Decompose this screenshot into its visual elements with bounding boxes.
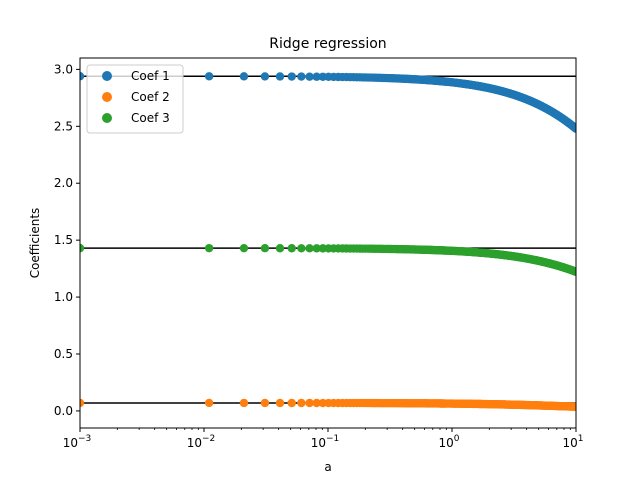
point-coef-3 xyxy=(297,244,306,253)
point-coef-3 xyxy=(239,243,249,253)
legend-label-coef-2: Coef 2 xyxy=(131,90,170,104)
data-points xyxy=(80,72,576,411)
point-coef-2 xyxy=(571,402,576,411)
point-coef-1 xyxy=(571,124,576,133)
y-tick-label: 2.0 xyxy=(54,176,73,190)
legend-label-coef-1: Coef 1 xyxy=(131,69,170,83)
x-tick-label: 100 xyxy=(438,434,459,450)
x-axis-label: a xyxy=(324,460,331,474)
y-axis-label: Coefficients xyxy=(28,208,42,279)
y-axis: 0.0 0.5 1.0 1.5 2.0 2.5 3.0 xyxy=(54,62,80,418)
chart-title: Ridge regression xyxy=(269,36,386,52)
point-coef-3 xyxy=(275,244,285,253)
x-tick-label: 10−2 xyxy=(187,434,216,450)
point-coef-1 xyxy=(297,72,306,81)
point-coef-2 xyxy=(305,398,314,408)
point-coef-3 xyxy=(312,244,321,253)
y-tick-label: 0.0 xyxy=(54,404,73,418)
point-coef-2 xyxy=(204,398,214,408)
point-coef-1 xyxy=(239,72,249,81)
legend-marker-coef-3 xyxy=(102,113,112,123)
legend-label-coef-3: Coef 3 xyxy=(131,111,170,125)
point-coef-1 xyxy=(275,72,285,81)
y-tick-label: 0.5 xyxy=(54,347,73,361)
y-tick-label: 2.5 xyxy=(54,119,73,133)
x-axis: 10−3 10−2 10−1 100 101 xyxy=(63,428,584,450)
y-tick-label: 1.0 xyxy=(54,290,73,304)
point-coef-2 xyxy=(80,398,85,408)
legend-marker-coef-2 xyxy=(102,92,112,102)
point-coef-2 xyxy=(275,398,285,408)
point-coef-2 xyxy=(239,398,249,408)
point-coef-1 xyxy=(80,72,85,81)
point-coef-2 xyxy=(260,398,270,408)
point-coef-3 xyxy=(260,244,270,253)
point-coef-2 xyxy=(297,398,306,408)
legend: Coef 1 Coef 2 Coef 3 xyxy=(86,64,184,134)
x-tick-label: 101 xyxy=(562,434,583,450)
point-coef-2 xyxy=(312,398,321,408)
x-tick-label: 10−3 xyxy=(63,434,92,450)
y-tick-label: 1.5 xyxy=(54,233,73,247)
point-coef-3 xyxy=(287,244,296,253)
point-coef-3 xyxy=(305,244,314,253)
point-coef-1 xyxy=(312,72,321,81)
point-coef-2 xyxy=(287,398,296,408)
point-coef-3 xyxy=(80,243,85,253)
y-tick-label: 3.0 xyxy=(54,62,73,76)
point-coef-1 xyxy=(287,72,296,81)
point-coef-1 xyxy=(204,72,214,81)
point-coef-3 xyxy=(571,267,576,276)
x-tick-label: 10−1 xyxy=(311,434,340,450)
point-coef-1 xyxy=(260,72,270,81)
legend-marker-coef-1 xyxy=(102,71,112,81)
point-coef-1 xyxy=(305,72,314,81)
point-coef-3 xyxy=(204,243,214,253)
